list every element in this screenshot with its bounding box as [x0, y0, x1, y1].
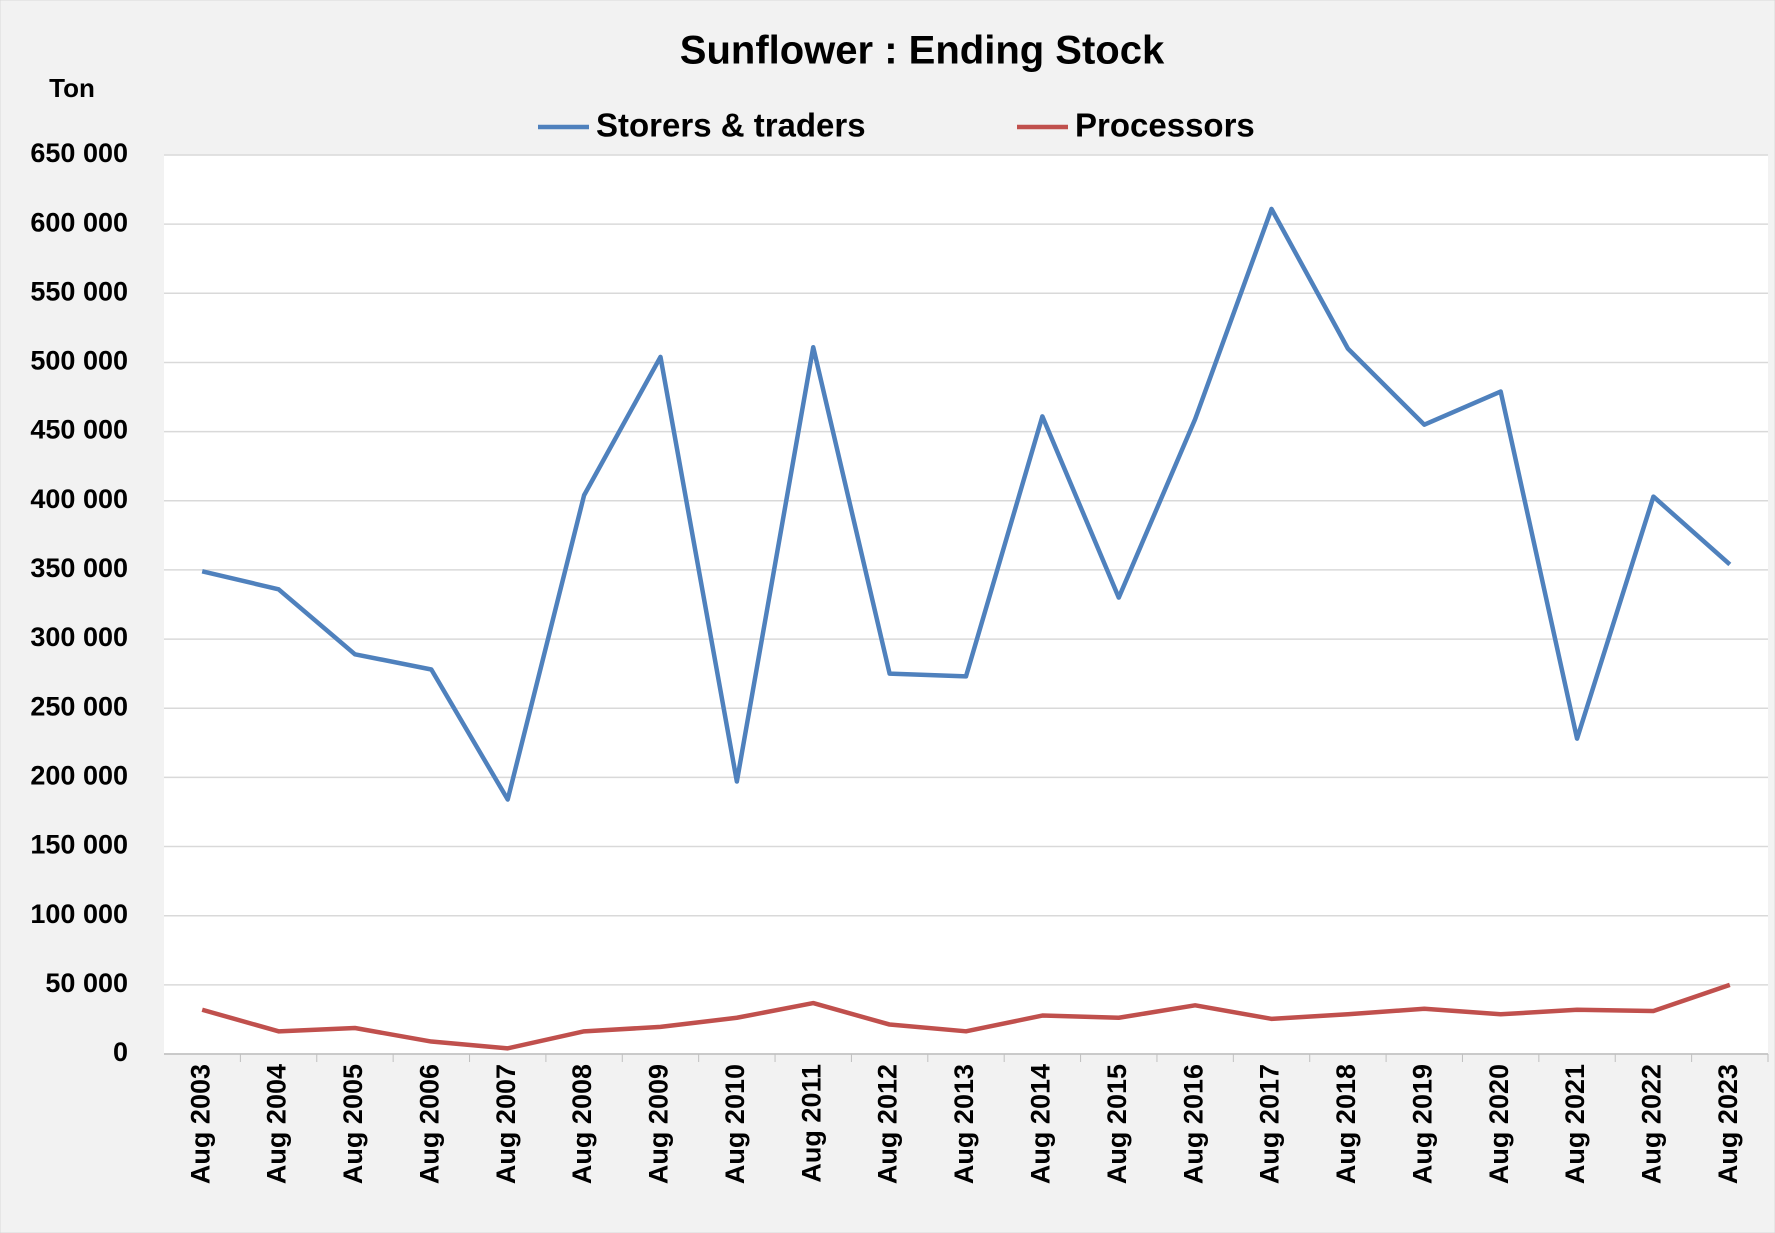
y-tick-label: 600 000: [30, 207, 128, 237]
x-tick-label: Aug 2015: [1102, 1064, 1132, 1184]
series-line: [201, 206, 1732, 802]
x-tick-label: Aug 2007: [491, 1064, 521, 1184]
y-axis-label: Ton: [49, 73, 95, 103]
x-tick-label: Aug 2018: [1331, 1064, 1361, 1184]
y-tick-label: 200 000: [30, 761, 128, 791]
y-tick-label: 100 000: [30, 899, 128, 929]
x-tick-label: Aug 2022: [1637, 1064, 1667, 1184]
y-tick-label: 450 000: [30, 415, 128, 445]
x-tick-label: Aug 2019: [1407, 1064, 1437, 1184]
y-tick-label: 250 000: [30, 691, 128, 721]
y-tick-label: 400 000: [30, 484, 128, 514]
y-tick-label: 150 000: [30, 830, 128, 860]
x-tick-label: Aug 2013: [949, 1064, 979, 1184]
x-tick-label: Aug 2017: [1255, 1064, 1285, 1184]
legend-label: Storers & traders: [596, 107, 866, 144]
x-tick-label: Aug 2010: [720, 1064, 750, 1184]
x-tick-label: Aug 2012: [873, 1064, 903, 1184]
series-line: [201, 982, 1731, 1051]
x-tick-label: Aug 2020: [1484, 1064, 1514, 1184]
y-tick-label: 50 000: [45, 968, 128, 998]
legend-label: Processors: [1075, 107, 1255, 144]
plot-area: [164, 155, 1768, 1054]
y-tick-label: 350 000: [30, 553, 128, 583]
y-tick-label: 500 000: [30, 346, 128, 376]
x-tick-label: Aug 2008: [567, 1064, 597, 1184]
x-tick-label: Aug 2005: [338, 1064, 368, 1184]
x-tick-label: Aug 2003: [185, 1064, 215, 1184]
x-tick-label: Aug 2006: [414, 1064, 444, 1184]
x-tick-label: Aug 2004: [262, 1064, 292, 1184]
y-tick-label: 300 000: [30, 622, 128, 652]
x-tick-label: Aug 2016: [1178, 1064, 1208, 1184]
chart-title: Sunflower : Ending Stock: [680, 29, 1165, 73]
x-tick-label: Aug 2014: [1026, 1064, 1056, 1184]
y-tick-label: 0: [113, 1037, 128, 1067]
x-tick-label: Aug 2011: [796, 1064, 826, 1183]
y-tick-label: 650 000: [30, 138, 128, 168]
x-tick-label: Aug 2009: [644, 1064, 674, 1184]
x-tick-label: Aug 2023: [1713, 1064, 1743, 1184]
x-tick-label: Aug 2021: [1560, 1064, 1590, 1184]
y-tick-label: 550 000: [30, 276, 128, 306]
